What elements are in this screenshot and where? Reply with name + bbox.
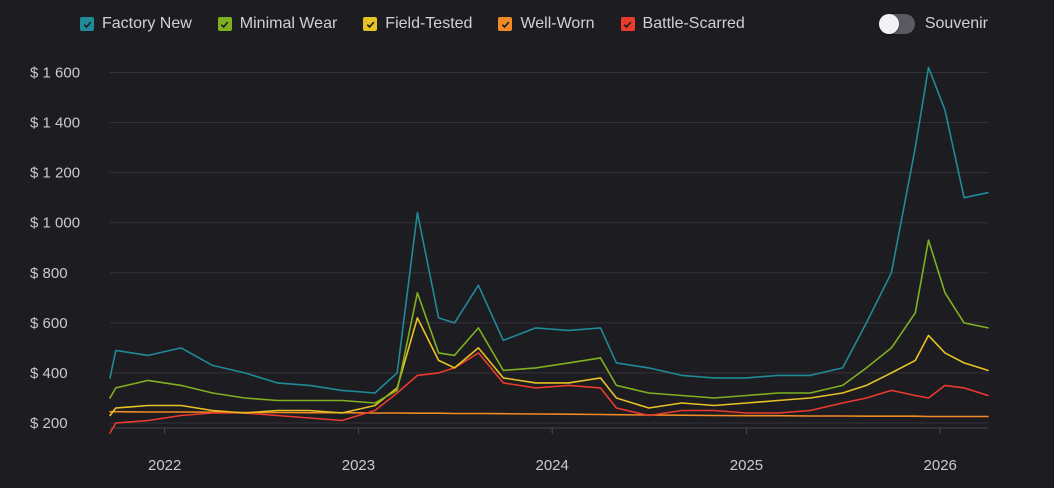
x-tick-label: 2025 (730, 457, 763, 474)
y-tick-label: $ 800 (30, 265, 68, 282)
series-line-field-tested (109, 317, 989, 417)
grid-lines (110, 72, 988, 424)
series-line-minimal-wear (109, 239, 989, 404)
checkbox-checked-icon[interactable] (620, 17, 635, 31)
y-tick-label: $ 1 000 (30, 215, 80, 232)
chart-legend: Factory New Minimal Wear Field-Tested We… (80, 12, 771, 36)
legend-label: Well-Worn (520, 15, 595, 32)
checkbox-checked-icon[interactable] (80, 17, 94, 31)
y-tick-label: $ 200 (30, 415, 68, 432)
y-tick-label: $ 1 400 (30, 115, 80, 132)
x-axis: 2022 2023 2024 2025 2026 (110, 427, 988, 474)
souvenir-label: Souvenir (924, 15, 988, 32)
legend-label: Factory New (102, 15, 192, 32)
checkbox-checked-icon[interactable] (217, 17, 232, 31)
x-tick-label: 2026 (924, 457, 957, 474)
legend-label: Minimal Wear (239, 15, 338, 32)
x-tick-label: 2023 (342, 457, 375, 474)
toggle-knob[interactable] (878, 14, 899, 34)
souvenir-toggle-group: Souvenir (878, 12, 988, 36)
y-tick-label: $ 1 200 (30, 165, 80, 182)
x-tick-label: 2022 (148, 457, 181, 474)
checkbox-checked-icon[interactable] (498, 17, 513, 31)
checkbox-checked-icon[interactable] (363, 17, 378, 31)
y-tick-label: $ 600 (30, 315, 68, 332)
legend-item-field-tested[interactable]: Field-Tested (363, 15, 472, 33)
series-line-factory-new (109, 66, 989, 394)
series-line-battle-scarred (109, 352, 989, 434)
legend-item-minimal-wear[interactable]: Minimal Wear (217, 15, 338, 33)
legend-item-factory-new[interactable]: Factory New (80, 15, 192, 33)
y-tick-label: $ 400 (30, 365, 68, 382)
legend-label: Field-Tested (385, 15, 473, 32)
x-tick-label: 2024 (535, 457, 568, 474)
souvenir-toggle[interactable] (878, 14, 915, 34)
y-tick-label: $ 1 600 (30, 65, 80, 82)
legend-item-well-worn[interactable]: Well-Worn (498, 15, 595, 33)
series-lines (109, 66, 989, 434)
y-axis: $ 200 $ 400 $ 600 $ 800 $ 1 000 $ 1 200 $ 1 40… (30, 65, 80, 432)
legend-label: Battle-Scarred (642, 15, 745, 32)
legend-item-battle-scarred[interactable]: Battle-Scarred (620, 15, 745, 33)
